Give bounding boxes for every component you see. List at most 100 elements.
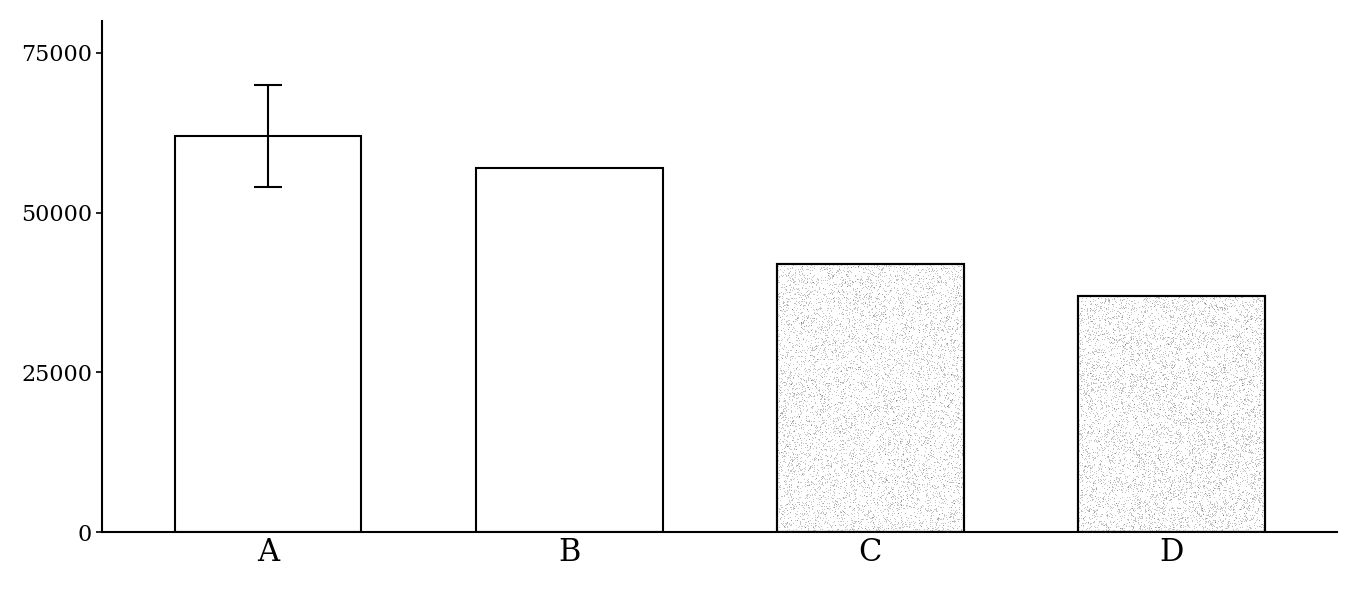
Point	[778, 297, 800, 306]
Point	[929, 413, 951, 422]
Point	[887, 283, 909, 293]
Point	[1152, 492, 1173, 501]
Point	[826, 355, 847, 365]
Point	[811, 306, 832, 316]
Point	[853, 380, 875, 389]
Point	[862, 297, 884, 306]
Point	[919, 345, 941, 354]
Point	[837, 271, 858, 280]
Point	[790, 389, 812, 399]
Point	[796, 509, 818, 518]
Point	[873, 396, 895, 405]
Point	[792, 341, 813, 350]
Point	[914, 504, 936, 513]
Point	[796, 348, 818, 358]
Point	[1099, 478, 1120, 488]
Point	[902, 337, 923, 347]
Point	[1074, 329, 1096, 338]
Point	[832, 276, 854, 285]
Point	[1067, 336, 1089, 345]
Point	[850, 500, 872, 509]
Point	[1175, 479, 1196, 488]
Point	[1230, 329, 1252, 338]
Point	[1128, 494, 1150, 504]
Point	[838, 340, 860, 350]
Point	[904, 316, 926, 326]
Point	[1097, 294, 1119, 304]
Point	[788, 431, 809, 441]
Point	[851, 466, 873, 475]
Point	[1221, 510, 1243, 519]
Point	[1249, 474, 1271, 484]
Point	[1081, 348, 1103, 357]
Point	[835, 322, 857, 331]
Point	[1154, 362, 1176, 372]
Point	[1195, 328, 1217, 337]
Point	[1162, 504, 1184, 513]
Point	[773, 512, 794, 521]
Point	[1080, 296, 1101, 305]
Point	[1081, 491, 1103, 500]
Point	[1076, 502, 1097, 511]
Point	[1173, 296, 1195, 305]
Point	[820, 422, 842, 432]
Point	[1130, 454, 1152, 463]
Point	[891, 343, 913, 353]
Point	[1088, 436, 1109, 445]
Point	[1162, 515, 1184, 525]
Point	[1175, 303, 1196, 312]
Point	[1070, 390, 1092, 399]
Point	[1180, 353, 1202, 362]
Point	[1228, 381, 1249, 391]
Point	[944, 343, 966, 352]
Point	[862, 423, 884, 433]
Point	[1092, 326, 1114, 335]
Point	[1120, 388, 1142, 397]
Point	[1205, 418, 1226, 428]
Point	[1081, 494, 1103, 504]
Point	[812, 365, 834, 374]
Point	[934, 313, 956, 322]
Point	[1126, 418, 1148, 427]
Bar	[777, 264, 964, 532]
Point	[947, 480, 968, 489]
Point	[951, 319, 972, 329]
Point	[820, 461, 842, 470]
Point	[1165, 470, 1187, 479]
Point	[786, 461, 808, 470]
Point	[1168, 399, 1190, 409]
Point	[1232, 477, 1253, 486]
Point	[801, 391, 823, 401]
Point	[1148, 388, 1169, 398]
Point	[1164, 342, 1186, 352]
Point	[1240, 453, 1262, 462]
Point	[805, 438, 827, 447]
Point	[1071, 433, 1093, 442]
Point	[873, 393, 895, 402]
Point	[793, 398, 815, 408]
Point	[1104, 362, 1126, 371]
Point	[858, 333, 880, 343]
Point	[1232, 360, 1253, 370]
Point	[1157, 332, 1179, 342]
Point	[1236, 359, 1258, 369]
Point	[1249, 344, 1271, 353]
Point	[887, 472, 909, 482]
Point	[1229, 451, 1251, 461]
Point	[1234, 395, 1256, 405]
Point	[1141, 317, 1162, 326]
Point	[1076, 504, 1097, 514]
Point	[866, 474, 888, 484]
Point	[838, 330, 860, 340]
Point	[860, 275, 881, 284]
Point	[1218, 490, 1240, 499]
Point	[1168, 341, 1190, 350]
Point	[929, 426, 951, 435]
Point	[921, 266, 942, 276]
Point	[1221, 300, 1243, 310]
Point	[951, 524, 972, 534]
Point	[775, 270, 797, 280]
Point	[827, 365, 849, 374]
Point	[934, 420, 956, 429]
Point	[923, 329, 945, 339]
